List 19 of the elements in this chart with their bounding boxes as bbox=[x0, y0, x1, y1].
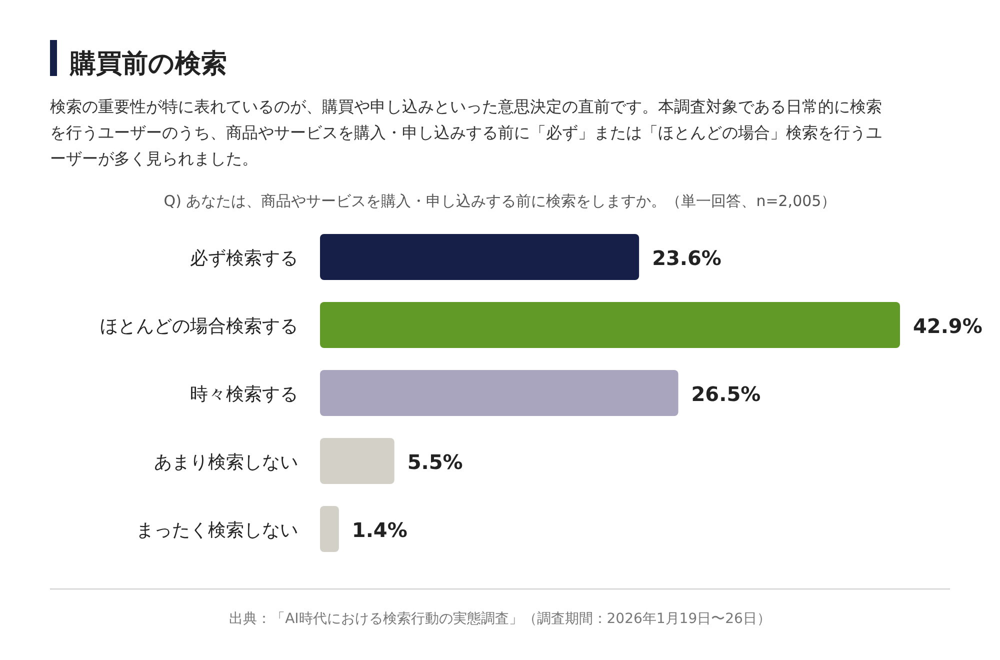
y-tick-label: 必ず検索する bbox=[190, 248, 298, 269]
data-label: 1.4% bbox=[352, 518, 408, 542]
source-note: 出典：「AI時代における検索行動の実態調査」（調査期間：2026年1月19日〜26日） bbox=[229, 611, 771, 627]
bar bbox=[320, 370, 678, 416]
y-tick-label: ほとんどの場合検索する bbox=[100, 316, 298, 337]
data-label: 5.5% bbox=[407, 450, 463, 474]
data-label: 26.5% bbox=[691, 382, 761, 406]
y-tick-label: まったく検索しない bbox=[136, 520, 298, 541]
bar bbox=[320, 506, 339, 552]
y-tick-label: あまり検索しない bbox=[154, 452, 298, 473]
text: Q) あなたは、商品やサービスを購入・申し込みする前に検索をしますか。（単一回答、n=2,005） bbox=[164, 192, 836, 210]
chart-subtitle: 検索の重要性が特に表れているのが、購買や申し込みといった意思決定の直前です。本調査対象である日常的に検索を行うユーザーのうち、商品やサービスを購入・申し込みする前に「必ず」または「ほとんどの場合」検索を行うユーザーが多く見られました。 bbox=[50, 96, 883, 170]
chart-title: 購買前の検索 bbox=[69, 49, 227, 79]
y-tick-label: 時々検索する bbox=[190, 384, 298, 405]
data-label: 42.9% bbox=[913, 314, 982, 338]
bar bbox=[320, 234, 640, 280]
bar bbox=[320, 302, 900, 348]
data-label: 23.6% bbox=[652, 246, 722, 270]
bar bbox=[320, 438, 394, 484]
